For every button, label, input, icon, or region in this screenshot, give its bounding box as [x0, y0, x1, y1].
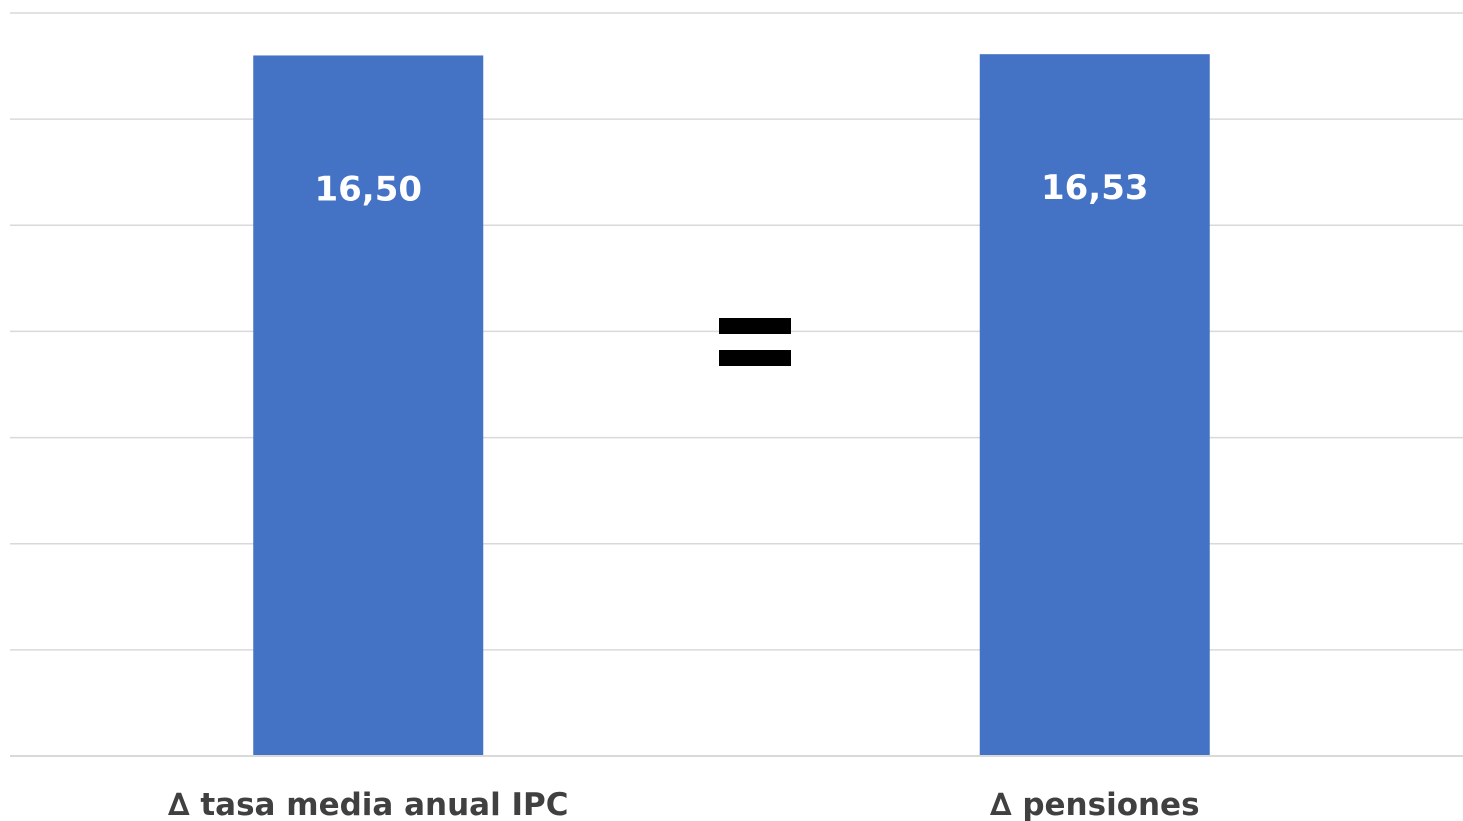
data-labels: 16,50 16,53: [314, 168, 1148, 209]
category-label-1: ∆ tasa media anual IPC: [168, 787, 569, 821]
category-label-2: ∆ pensiones: [990, 787, 1200, 821]
equals-sign-top-bar: [719, 318, 791, 334]
bar-2: [979, 54, 1210, 757]
category-labels: ∆ tasa media anual IPC ∆ pensiones: [168, 787, 1200, 821]
bar-1: [253, 55, 484, 756]
equals-sign-bottom-bar: [719, 350, 791, 366]
gridlines: [10, 12, 1463, 651]
data-label-2: 16,53: [1041, 168, 1149, 208]
equals-sign-icon: [719, 318, 791, 366]
bars: [253, 54, 1210, 757]
data-label-1: 16,50: [314, 169, 422, 209]
